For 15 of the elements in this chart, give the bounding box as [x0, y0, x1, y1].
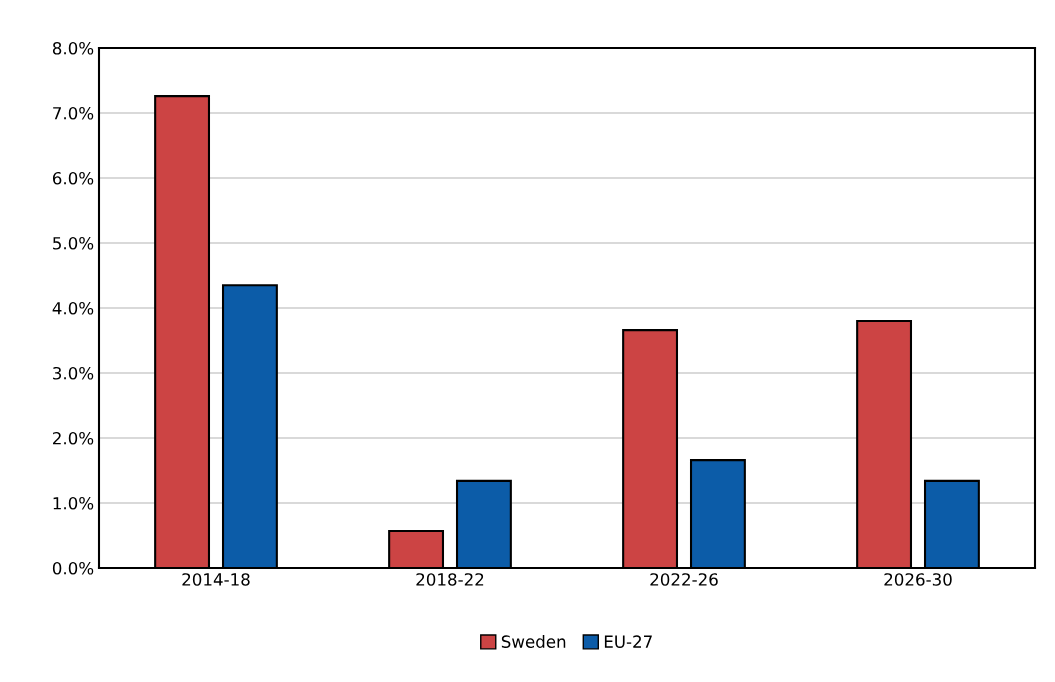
- y-tick-label: 3.0%: [53, 366, 94, 380]
- y-tick-label: 2.0%: [53, 431, 94, 445]
- x-tick-label: 2026-30: [884, 573, 952, 586]
- y-tick-label: 8.0%: [52, 41, 94, 55]
- y-tick-label: 4.0%: [52, 301, 94, 315]
- legend-label: EU-27: [604, 635, 652, 648]
- y-tick-label: 6.0%: [52, 171, 94, 185]
- x-tick-label: 2018-22: [416, 573, 484, 586]
- y-tick-label: 1.0%: [53, 496, 94, 510]
- y-tick-label: 0.0%: [52, 561, 94, 575]
- x-tick-label: 2014-18: [182, 573, 250, 586]
- x-tick-label: 2022-26: [650, 573, 718, 586]
- y-tick-label: 5.0%: [53, 236, 94, 250]
- y-tick-label: 7.0%: [53, 106, 94, 120]
- legend-label: Sweden: [501, 635, 566, 648]
